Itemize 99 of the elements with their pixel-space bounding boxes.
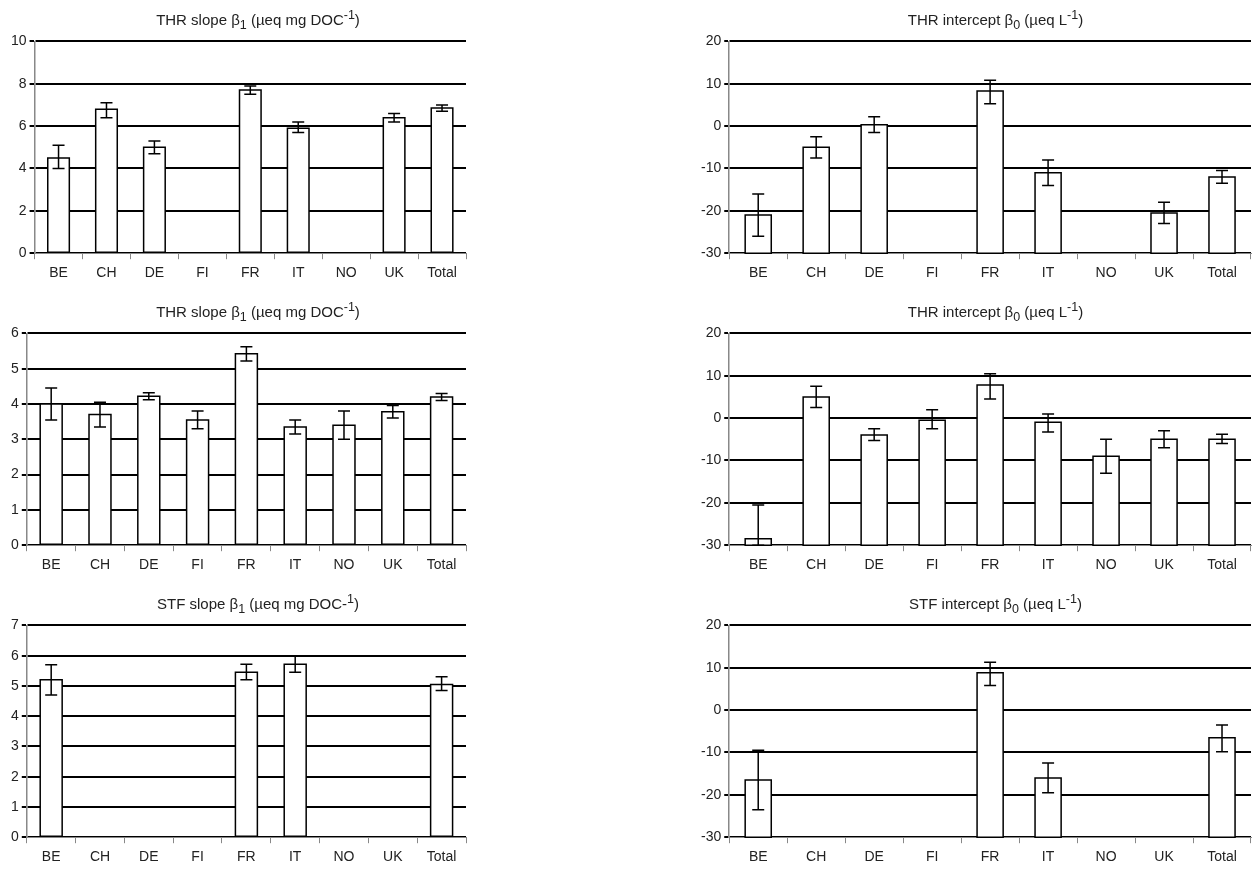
chart-title: THR intercept β$_{0}$ (µeq L$^{-1}$) bbox=[906, 300, 1085, 324]
x-tick-label: CH bbox=[96, 264, 117, 281]
x-tick-label: Total bbox=[426, 848, 457, 865]
y-tick-label: 1 bbox=[10, 797, 19, 814]
y-tick-label: 4 bbox=[10, 394, 19, 411]
x-tick-label: FR bbox=[240, 264, 260, 281]
x-tick-label: FR bbox=[980, 264, 1000, 281]
x-tick-label: BE bbox=[748, 848, 768, 865]
y-tick-label: 2 bbox=[18, 201, 27, 218]
x-tick-label: CH bbox=[806, 848, 827, 865]
x-tick-label: Total bbox=[426, 556, 457, 573]
x-tick-label: NO bbox=[335, 264, 357, 281]
y-tick-label: -20 bbox=[701, 201, 722, 218]
x-tick-label: UK bbox=[384, 264, 405, 281]
y-tick-label: 6 bbox=[10, 324, 19, 341]
x-tick-label: CH bbox=[89, 556, 111, 573]
y-tick-label: 0 bbox=[713, 116, 722, 133]
x-tick-label: UK bbox=[383, 556, 404, 573]
y-tick-label: -30 bbox=[701, 244, 722, 261]
x-tick-label: CH bbox=[806, 264, 827, 281]
x-tick-label: UK bbox=[1154, 848, 1175, 865]
y-tick-label: 10 bbox=[705, 658, 722, 675]
x-tick-label: FI bbox=[196, 264, 209, 281]
x-tick-label: BE bbox=[748, 264, 768, 281]
x-tick-label: FR bbox=[980, 556, 1000, 573]
x-tick-label: CH bbox=[806, 556, 827, 573]
x-tick-label: FR bbox=[237, 848, 256, 865]
y-tick-label: 20 bbox=[705, 32, 722, 49]
y-tick-label: 0 bbox=[10, 536, 19, 553]
x-tick-label: FI bbox=[925, 848, 939, 865]
y-tick-label: 10 bbox=[10, 32, 27, 49]
x-tick-label: FR bbox=[980, 848, 1000, 865]
x-tick-label: IT bbox=[1041, 264, 1055, 281]
x-tick-label: UK bbox=[1154, 556, 1175, 573]
x-tick-label: NO bbox=[333, 848, 355, 865]
x-tick-label: FI bbox=[925, 264, 939, 281]
chart-title: THR intercept β$_{0}$ (µeq L$^{-1}$) bbox=[906, 8, 1085, 32]
x-tick-label: IT bbox=[292, 264, 305, 281]
y-tick-label: -10 bbox=[701, 159, 722, 176]
x-tick-label: DE bbox=[864, 264, 884, 281]
y-tick-label: 4 bbox=[18, 159, 27, 176]
y-tick-label: 6 bbox=[10, 646, 19, 663]
y-tick-label: 8 bbox=[18, 74, 27, 91]
x-tick-label: FR bbox=[237, 556, 256, 573]
chart-title: STF slope β$_{1}$ (µeq mg DOC-$^{1}$) bbox=[155, 592, 361, 616]
y-tick-label: -20 bbox=[701, 785, 722, 802]
y-tick-label: -30 bbox=[701, 828, 722, 845]
x-tick-label: Total bbox=[427, 264, 457, 281]
y-tick-label: 20 bbox=[705, 616, 722, 633]
x-tick-label: FI bbox=[191, 556, 204, 573]
y-tick-label: 0 bbox=[713, 700, 722, 717]
y-tick-label: 20 bbox=[705, 324, 722, 341]
x-tick-label: FI bbox=[925, 556, 939, 573]
y-tick-label: 7 bbox=[10, 616, 19, 633]
x-tick-label: DE bbox=[139, 556, 159, 573]
x-tick-label: IT bbox=[288, 848, 302, 865]
x-tick-label: UK bbox=[1154, 264, 1175, 281]
y-tick-label: 0 bbox=[713, 408, 722, 425]
x-tick-label: NO bbox=[1095, 556, 1117, 573]
y-tick-label: 3 bbox=[10, 430, 19, 447]
x-tick-label: BE bbox=[748, 556, 768, 573]
y-tick-label: -20 bbox=[701, 493, 722, 510]
y-tick-label: 0 bbox=[18, 244, 27, 261]
chart-title: STF intercept β$_{0}$ (µeq L$^{-1}$) bbox=[908, 592, 1083, 616]
x-tick-label: BE bbox=[41, 848, 61, 865]
x-tick-label: Total bbox=[1207, 264, 1237, 281]
y-tick-label: 1 bbox=[10, 500, 19, 517]
x-tick-label: NO bbox=[1095, 848, 1117, 865]
x-tick-label: DE bbox=[144, 264, 165, 281]
x-tick-label: NO bbox=[1095, 264, 1117, 281]
x-tick-label: BE bbox=[41, 556, 61, 573]
x-tick-label: NO bbox=[333, 556, 355, 573]
chart-title: THR slope β$_{1}$ (µeq mg DOC$^{-1}$) bbox=[155, 300, 361, 324]
y-tick-label: 0 bbox=[10, 828, 19, 845]
x-tick-label: BE bbox=[49, 264, 68, 281]
x-tick-label: Total bbox=[1207, 848, 1237, 865]
y-tick-label: 6 bbox=[18, 116, 27, 133]
x-tick-label: DE bbox=[864, 848, 884, 865]
x-tick-label: DE bbox=[139, 848, 159, 865]
x-tick-label: CH bbox=[89, 848, 111, 865]
y-tick-label: 5 bbox=[10, 676, 19, 693]
x-tick-label: UK bbox=[383, 848, 404, 865]
y-tick-label: 5 bbox=[10, 359, 19, 376]
x-tick-label: Total bbox=[1207, 556, 1237, 573]
y-tick-label: -10 bbox=[701, 451, 722, 468]
y-tick-label: 2 bbox=[10, 767, 19, 784]
y-tick-label: 2 bbox=[10, 465, 19, 482]
x-tick-label: FI bbox=[191, 848, 204, 865]
y-tick-label: 10 bbox=[705, 74, 722, 91]
x-tick-label: IT bbox=[1041, 848, 1055, 865]
y-tick-label: 4 bbox=[10, 707, 19, 724]
y-tick-label: -30 bbox=[701, 536, 722, 553]
x-tick-label: IT bbox=[288, 556, 302, 573]
x-tick-label: DE bbox=[864, 556, 884, 573]
y-tick-label: 10 bbox=[705, 366, 722, 383]
y-tick-label: 3 bbox=[10, 737, 19, 754]
y-tick-label: -10 bbox=[701, 743, 722, 760]
chart-title: THR slope β$_{1}$ (µeq mg DOC$^{-1}$) bbox=[155, 8, 361, 32]
x-tick-label: IT bbox=[1041, 556, 1055, 573]
